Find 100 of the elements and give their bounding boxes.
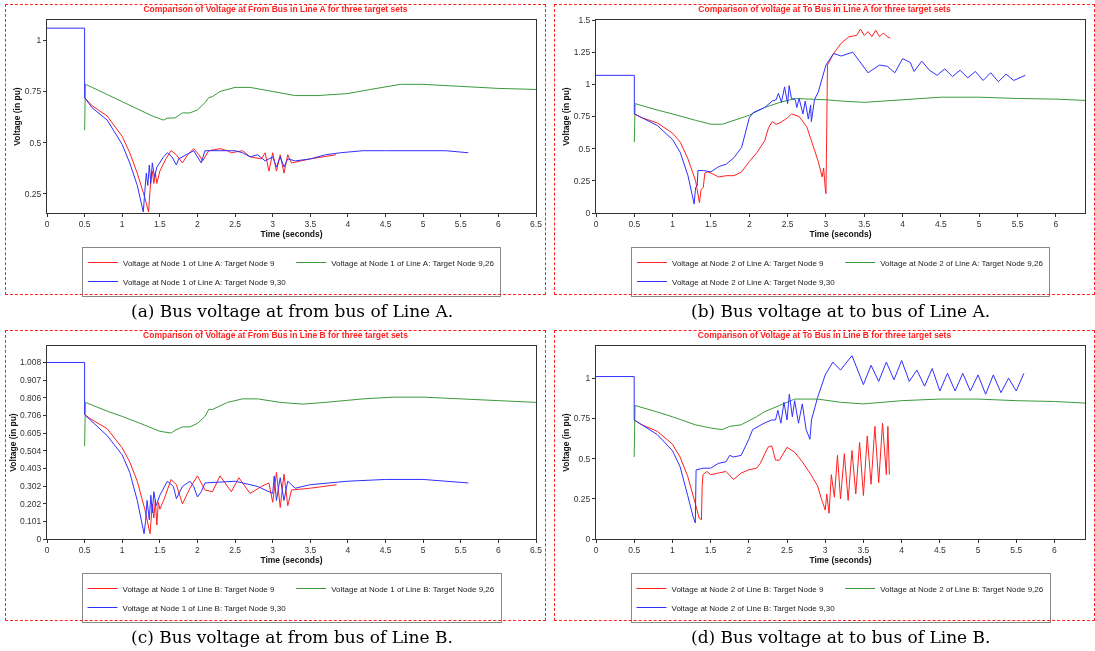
line-series: [633, 398, 1085, 458]
chart-title: Comparison of Voltage at To Bus in Line B for three target sets: [697, 329, 952, 340]
y-tick-label: 0: [585, 207, 591, 218]
x-tick-label: 2: [746, 219, 752, 230]
x-tick-label: 1: [670, 219, 676, 230]
x-tick-label: 3.5: [304, 545, 317, 556]
legend-label: Voltage at Node 2 of Line B: Target Node 9: [671, 584, 825, 594]
x-tick-label: 2: [746, 545, 752, 556]
x-axis-title: Time (seconds): [809, 229, 872, 240]
x-tick-label: 0: [593, 545, 599, 556]
x-tick-label: 6.5: [530, 545, 543, 556]
x-tick-label: 5.5: [1011, 219, 1024, 230]
x-tick-label: 0.5: [628, 545, 641, 556]
legend-label: Voltage at Node 1 of Line A: Target Node 9,30: [123, 277, 287, 287]
y-tick-label: 0.25: [24, 188, 42, 199]
x-axis-title: Time (seconds): [809, 555, 872, 566]
y-tick-label: 0.101: [20, 516, 42, 527]
x-tick-label: 3.5: [304, 219, 317, 230]
line-series: [84, 396, 536, 447]
x-tick-label: 5: [420, 219, 426, 230]
x-tick-label: 0: [44, 219, 50, 230]
y-tick-label: 1: [585, 79, 591, 90]
y-tick-label: 0.403: [20, 463, 42, 474]
x-tick-label: 6: [496, 545, 502, 556]
y-tick-label: 1: [36, 35, 42, 46]
x-tick-label: 4: [899, 545, 905, 556]
line-series: [84, 414, 338, 535]
chart-title: Comparison of voltage at To Bus in Line A for three target sets: [698, 3, 951, 14]
x-tick-label: 6.5: [530, 219, 543, 230]
legend-label: Voltage at Node 1 of Line A: Target Node 9: [123, 258, 276, 268]
x-tick-label: 0.5: [78, 219, 91, 230]
y-axis-title: Voltage (in pu): [561, 413, 572, 472]
x-tick-label: 5.5: [454, 219, 467, 230]
y-tick-label: 0.5: [29, 137, 42, 148]
text: (c) Bus voltage at from bus of Line B.: [131, 627, 453, 647]
x-tick-label: 0.5: [78, 545, 91, 556]
x-tick-label: 6: [1053, 219, 1059, 230]
y-tick-label: 0.202: [20, 498, 42, 509]
x-tick-label: 2.5: [229, 545, 242, 556]
x-tick-label: 1.5: [705, 219, 718, 230]
line-series: [633, 96, 1085, 143]
legend-label: Voltage at Node 1 of Line B: Target Node 9,26: [331, 584, 495, 594]
x-tick-label: 1: [119, 545, 125, 556]
x-tick-label: 3: [823, 219, 829, 230]
y-tick-label: 1: [585, 373, 591, 384]
legend-label: Voltage at Node 2 of Line A: Target Node 9: [672, 258, 825, 268]
y-tick-label: 0.5: [578, 453, 591, 464]
legend-label: Voltage at Node 2 of Line A: Target Node 9,26: [880, 258, 1044, 268]
x-tick-label: 4: [345, 219, 351, 230]
chart-title: Comparison of Voltage at From Bus in Line A for three target sets: [143, 3, 408, 14]
x-tick-label: 4.5: [379, 545, 392, 556]
x-tick-label: 5.5: [454, 545, 467, 556]
x-tick-label: 2: [195, 545, 201, 556]
x-tick-label: 0: [44, 545, 50, 556]
y-axis-title: Voltage (in pu): [12, 87, 23, 146]
x-tick-label: 5.5: [1010, 545, 1023, 556]
legend-label: Voltage at Node 1 of Line A: Target Node 9,26: [331, 258, 495, 268]
x-tick-label: 0.5: [628, 219, 641, 230]
x-tick-label: 1.5: [153, 219, 167, 230]
x-tick-label: 3: [822, 545, 828, 556]
legend-label: Voltage at Node 2 of Line B: Target Node 9,26: [880, 584, 1044, 594]
text: (d) Bus voltage at to bus of Line B.: [691, 627, 991, 647]
y-tick-label: 0.605: [20, 428, 42, 439]
x-tick-label: 2: [195, 219, 201, 230]
x-axis-title: Time (seconds): [260, 229, 323, 240]
x-tick-label: 2.5: [781, 545, 794, 556]
x-tick-label: 1.5: [704, 545, 717, 556]
x-tick-label: 3.5: [857, 545, 870, 556]
y-tick-label: 0.75: [24, 86, 42, 97]
legend-label: Voltage at Node 2 of Line B: Target Node 9,30: [671, 603, 836, 613]
x-tick-label: 4: [900, 219, 906, 230]
x-tick-label: 1: [670, 545, 676, 556]
text: (b) Bus voltage at to bus of Line A.: [691, 301, 991, 321]
y-axis-title: Voltage (in pu): [561, 87, 572, 146]
legend-label: Voltage at Node 1 of Line B: Target Node 9,30: [122, 603, 287, 613]
y-tick-label: 0.25: [573, 175, 591, 186]
x-tick-label: 5: [976, 219, 982, 230]
x-tick-label: 6: [496, 219, 502, 230]
y-tick-label: 0.75: [573, 111, 591, 122]
y-tick-label: 0.302: [20, 481, 42, 492]
x-tick-label: 0: [593, 219, 599, 230]
legend-label: Voltage at Node 2 of Line A: Target Node 9,30: [672, 277, 836, 287]
x-tick-label: 3: [270, 219, 276, 230]
y-tick-label: 0.907: [20, 375, 42, 386]
x-tick-label: 4: [345, 545, 351, 556]
x-tick-label: 2.5: [781, 219, 794, 230]
x-tick-label: 3: [270, 545, 276, 556]
y-tick-label: 1.5: [578, 14, 591, 25]
x-tick-label: 1.5: [153, 545, 167, 556]
x-tick-label: 4.5: [379, 219, 392, 230]
x-tick-label: 3.5: [858, 219, 871, 230]
line-series: [47, 27, 469, 213]
y-tick-label: 0.806: [20, 392, 42, 403]
x-tick-label: 5: [975, 545, 981, 556]
y-tick-label: 0.5: [578, 143, 591, 154]
y-tick-label: 0.504: [20, 445, 42, 456]
y-tick-label: 1.008: [20, 357, 42, 368]
y-tick-label: 1.25: [573, 47, 591, 58]
x-tick-label: 6: [1052, 545, 1058, 556]
y-tick-label: 0.706: [20, 410, 42, 421]
